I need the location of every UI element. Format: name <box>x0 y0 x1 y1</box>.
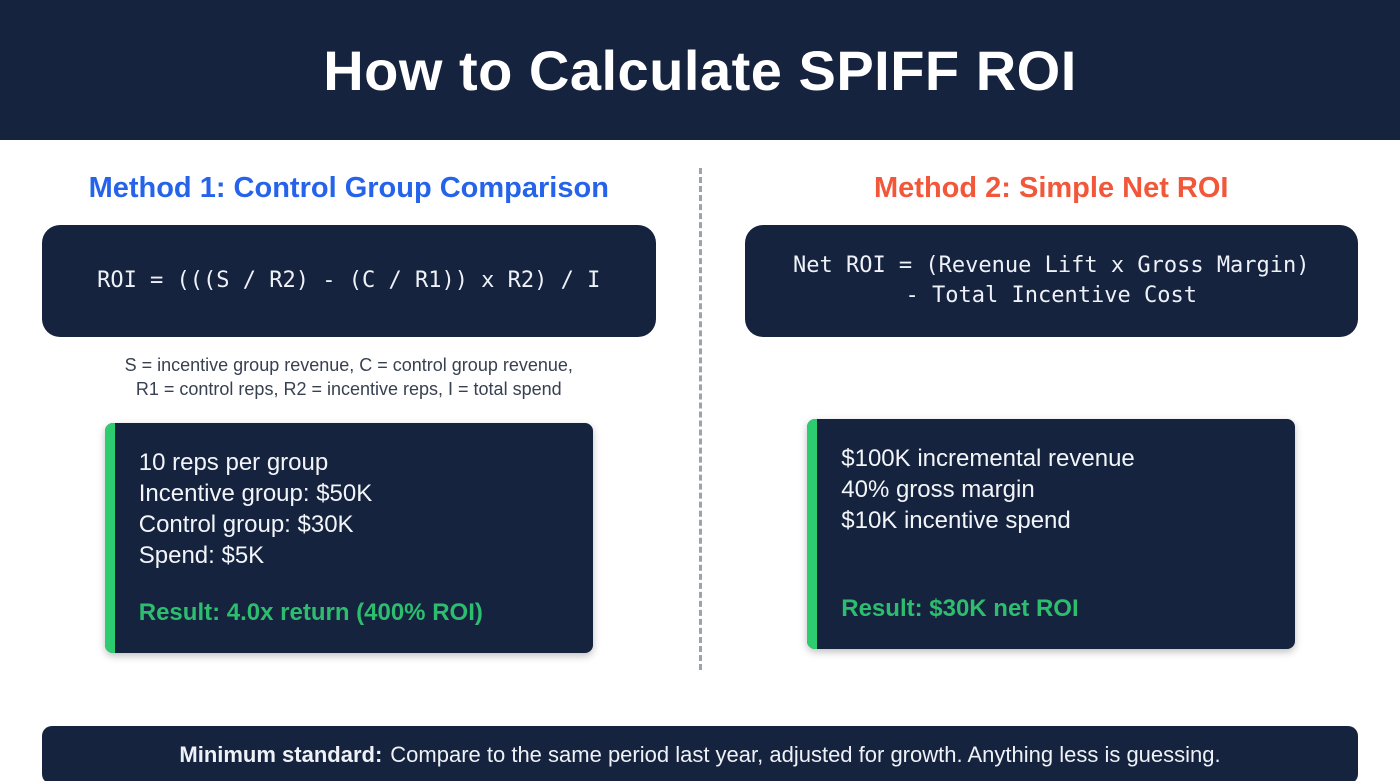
method2-formula-box: Net ROI = (Revenue Lift x Gross Margin) … <box>744 225 1358 337</box>
example-line: 40% gross margin <box>841 476 1035 503</box>
method2-heading: Method 2: Simple Net ROI <box>874 172 1229 204</box>
example-line: Spend: $5K <box>138 542 265 569</box>
main-content: Method 1: Control Group Comparison ROI =… <box>0 140 1400 692</box>
method2-section: Method 2: Simple Net ROI Net ROI = (Reve… <box>744 140 1358 692</box>
page-title: How to Calculate SPIFF ROI <box>323 38 1077 102</box>
example-line: $10K incentive spend <box>841 507 1071 534</box>
method1-caption-line2: R1 = control reps, R2 = incentive reps, … <box>135 379 562 399</box>
example-line: Incentive group: $50K <box>138 480 373 507</box>
footer-label: Minimum standard: <box>179 742 383 767</box>
footer-text: Compare to the same period last year, ad… <box>390 742 1221 767</box>
footer-bar: Minimum standard: Compare to the same pe… <box>42 726 1358 781</box>
method2-example-box: $100K incremental revenue 40% gross marg… <box>807 419 1296 649</box>
vertical-dashed-divider <box>698 168 702 670</box>
method2-formula-line1: Net ROI = (Revenue Lift x Gross Margin) <box>792 253 1310 278</box>
green-accent-stripe <box>807 419 818 649</box>
method1-formula: ROI = (((S / R2) - (C / R1)) x R2) / I <box>97 268 601 293</box>
example-line: $100K incremental revenue <box>841 445 1135 472</box>
method2-result: Result: $30K net ROI <box>841 595 1079 622</box>
method1-example-box: 10 reps per group Incentive group: $50K … <box>104 423 593 653</box>
example-line: 10 reps per group <box>138 449 329 476</box>
example-line: Control group: $30K <box>138 511 354 538</box>
header: How to Calculate SPIFF ROI <box>0 0 1400 140</box>
green-accent-stripe <box>104 423 115 653</box>
method1-caption-line1: S = incentive group revenue, C = control… <box>124 355 573 375</box>
method1-heading: Method 1: Control Group Comparison <box>88 172 609 204</box>
method1-caption: S = incentive group revenue, C = control… <box>42 353 656 401</box>
method1-section: Method 1: Control Group Comparison ROI =… <box>42 140 656 692</box>
method1-result: Result: 4.0x return (400% ROI) <box>138 599 483 626</box>
method2-formula-line2: - Total Incentive Cost <box>905 283 1197 308</box>
method1-formula-box: ROI = (((S / R2) - (C / R1)) x R2) / I <box>42 225 656 337</box>
